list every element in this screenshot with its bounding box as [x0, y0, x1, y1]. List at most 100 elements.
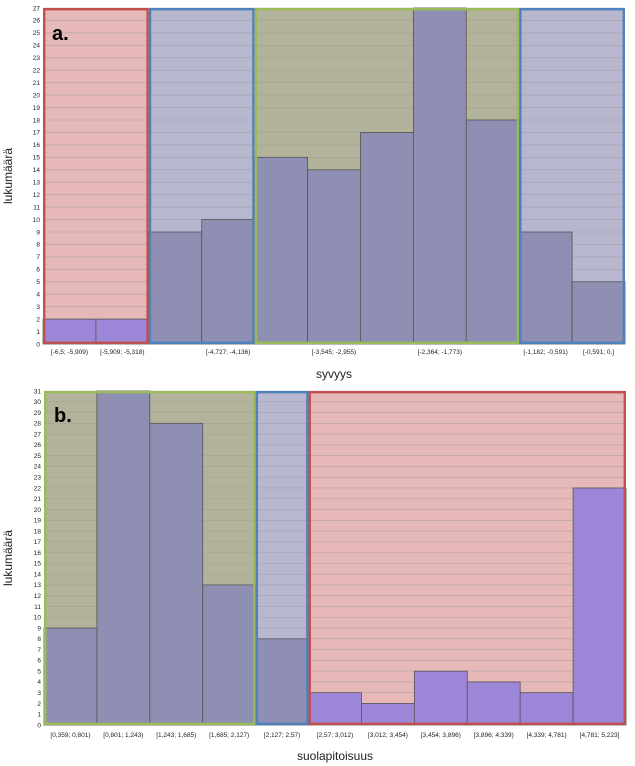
y-tick-label: 9	[37, 625, 41, 632]
y-tick-label: 13	[33, 180, 41, 187]
bar	[307, 169, 361, 345]
y-tick-label: 10	[34, 615, 42, 622]
x-tick-label: [-6,5; -5,909)	[51, 349, 88, 356]
bar	[96, 390, 151, 726]
y-tick-label: 29	[34, 410, 42, 417]
region-border	[254, 7, 520, 345]
bar	[465, 119, 520, 345]
bar	[148, 231, 203, 345]
y-tick-label: 17	[34, 539, 42, 546]
y-tick-label: 21	[34, 496, 42, 503]
y-tick-label: 21	[33, 80, 41, 87]
bar	[95, 318, 150, 345]
y-tick-label: 26	[33, 18, 41, 25]
y-tick-label: 4	[36, 292, 40, 299]
bar	[254, 156, 308, 345]
x-tick-label: [0,359; 0,801)	[50, 732, 90, 739]
y-tick-label: 1	[36, 329, 40, 336]
y-tick-label: 7	[36, 254, 40, 261]
y-tick-label: 20	[34, 507, 42, 514]
y-axis-label: lukumäärä	[1, 530, 15, 586]
region-border	[44, 391, 256, 726]
y-tick-label: 31	[34, 388, 42, 395]
y-tick-label: 5	[36, 279, 40, 286]
region-border	[148, 7, 255, 345]
bar	[361, 703, 415, 726]
y-tick-label: 16	[34, 550, 42, 557]
y-tick-label: 12	[34, 593, 42, 600]
x-tick-label: [-5,909; -5,318)	[100, 349, 144, 356]
x-tick-label: [-0,591; 0,]	[583, 349, 614, 356]
y-tick-label: 10	[33, 217, 41, 224]
y-tick-label: 18	[33, 117, 41, 124]
y-tick-label: 0	[36, 341, 40, 348]
bar	[466, 681, 521, 726]
bar	[518, 231, 573, 345]
x-axis-label: syvyys	[316, 367, 352, 381]
region-background	[43, 8, 149, 344]
y-tick-label: 1	[37, 712, 41, 719]
panel-label: b.	[54, 405, 72, 427]
y-tick-label: 5	[37, 668, 41, 675]
x-tick-label: [4,781; 5,223]	[580, 732, 620, 739]
y-tick-label: 15	[33, 155, 41, 162]
region-border	[308, 391, 626, 726]
x-tick-label: [-4,727; -4,136)	[206, 349, 250, 356]
bar	[149, 422, 204, 726]
x-tick-label: [-3,545; -2,955)	[312, 349, 356, 356]
y-tick-label: 8	[37, 636, 41, 643]
y-tick-label: 23	[34, 474, 42, 481]
y-tick-label: 15	[34, 561, 42, 568]
y-tick-label: 30	[34, 399, 42, 406]
y-tick-label: 3	[37, 690, 41, 697]
x-tick-label: [1,243; 1,685)	[156, 732, 196, 739]
y-tick-label: 11	[33, 204, 40, 211]
bar	[308, 692, 362, 726]
y-tick-label: 11	[34, 604, 41, 611]
y-tick-label: 0	[37, 722, 41, 729]
x-tick-label: [2,127; 2,57)	[264, 732, 301, 739]
y-tick-label: 19	[33, 105, 41, 112]
y-tick-label: 26	[34, 442, 42, 449]
y-tick-label: 6	[36, 267, 40, 274]
region-border	[43, 7, 149, 345]
bar	[202, 584, 257, 726]
y-tick-label: 18	[34, 528, 42, 535]
x-tick-label: [-1,182; -0,591)	[523, 349, 567, 356]
y-tick-label: 24	[33, 43, 41, 50]
x-axis-label: suolapitoisuus	[297, 749, 373, 763]
y-tick-label: 2	[37, 701, 41, 708]
x-tick-label: [3,012; 3,454)	[368, 732, 408, 739]
bar	[572, 487, 627, 726]
y-tick-label: 22	[34, 485, 42, 492]
bar	[255, 638, 309, 726]
y-tick-label: 6	[37, 658, 41, 665]
bar	[201, 219, 256, 345]
region-border	[255, 391, 309, 726]
y-tick-label: 19	[34, 518, 42, 525]
bar	[519, 692, 574, 726]
y-tick-label: 14	[33, 167, 41, 174]
y-tick-label: 28	[34, 421, 42, 428]
bar	[360, 132, 414, 345]
y-tick-label: 23	[33, 55, 41, 62]
bar	[571, 281, 626, 345]
y-tick-label: 9	[36, 229, 40, 236]
bar	[413, 670, 468, 726]
x-tick-label: [-2,364; -1,773)	[418, 349, 462, 356]
y-tick-label: 2	[36, 316, 40, 323]
panel-label: a.	[52, 23, 69, 45]
bar	[412, 7, 467, 345]
x-tick-label: [0,801; 1,243)	[103, 732, 143, 739]
x-tick-label: [1,685; 2,127)	[209, 732, 249, 739]
y-tick-label: 27	[33, 5, 41, 12]
y-axis-label: lukumäärä	[1, 148, 15, 204]
x-tick-label: [2,57; 3,012)	[317, 732, 354, 739]
y-tick-label: 25	[34, 453, 42, 460]
y-tick-label: 22	[33, 68, 41, 75]
bar	[43, 627, 98, 726]
histogram-panel-b: 0123456789101112131415161718192021222324…	[1, 388, 627, 763]
x-tick-label: [4,339; 4,781)	[527, 732, 567, 739]
y-tick-label: 25	[33, 30, 41, 37]
